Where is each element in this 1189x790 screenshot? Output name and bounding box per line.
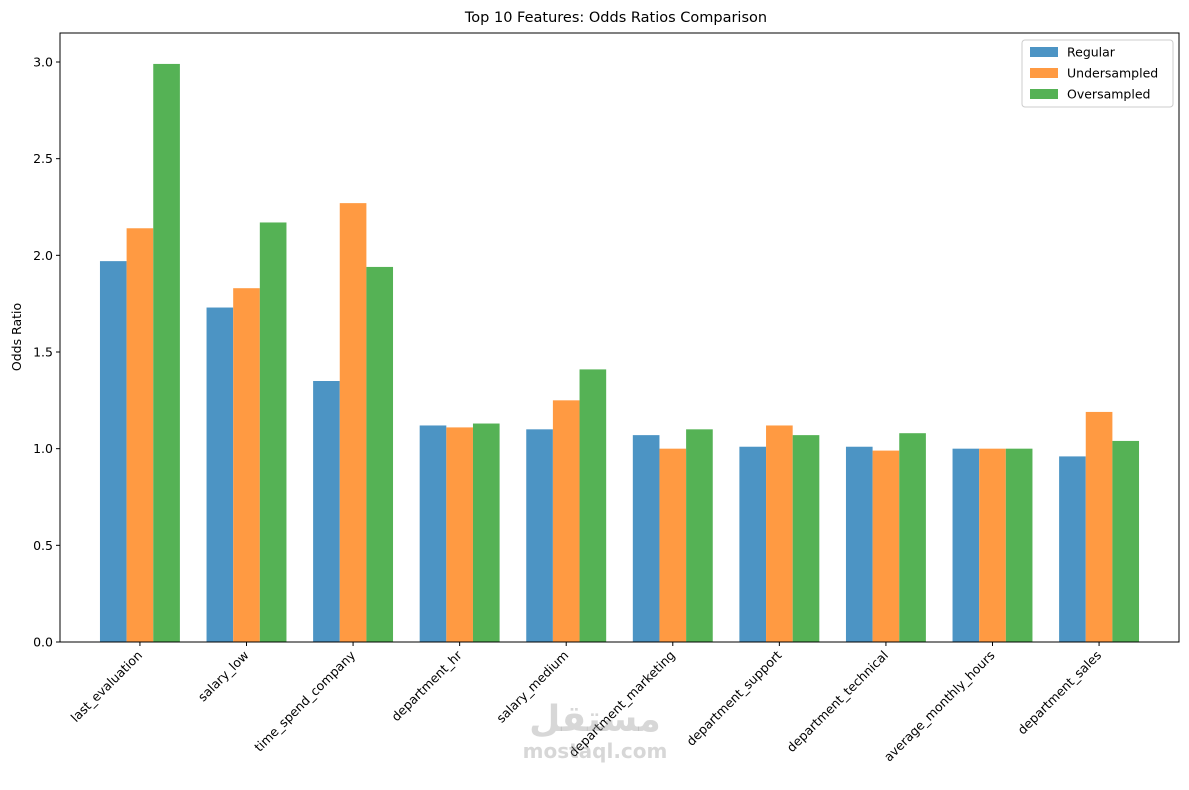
legend-swatch-undersampled bbox=[1030, 68, 1058, 78]
legend-swatch-regular bbox=[1030, 47, 1058, 57]
x-tick-label-department_support: department_support bbox=[683, 647, 784, 748]
x-tick-label-department_hr: department_hr bbox=[388, 647, 465, 724]
bar-oversampled-department_marketing bbox=[686, 429, 713, 642]
x-tick-label-department_technical: department_technical bbox=[784, 648, 891, 755]
bar-undersampled-last_evaluation bbox=[126, 228, 154, 642]
legend-label-regular: Regular bbox=[1067, 45, 1116, 60]
x-tick-label-salary_low: salary_low bbox=[195, 648, 252, 705]
bar-oversampled-time_spend_company bbox=[366, 266, 394, 642]
bar-undersampled-average_monthly_hours bbox=[979, 448, 1006, 642]
legend-swatch-oversampled bbox=[1030, 89, 1058, 99]
x-tick-label-department_marketing: department_marketing bbox=[566, 648, 678, 760]
bars-group bbox=[99, 63, 1140, 643]
bar-oversampled-department_support bbox=[792, 435, 820, 642]
legend-box bbox=[1021, 39, 1174, 108]
bar-undersampled-department_hr bbox=[446, 427, 473, 642]
legend-label-oversampled: Oversampled bbox=[1067, 87, 1150, 102]
bar-regular-department_marketing bbox=[632, 435, 660, 642]
bar-oversampled-average_monthly_hours bbox=[1005, 448, 1033, 642]
bar-regular-department_sales bbox=[1059, 456, 1086, 642]
bar-regular-time_spend_company bbox=[313, 381, 340, 642]
bar-oversampled-last_evaluation bbox=[153, 63, 180, 643]
bar-oversampled-department_technical bbox=[899, 433, 926, 642]
bar-regular-average_monthly_hours bbox=[952, 448, 980, 642]
bar-undersampled-department_technical bbox=[872, 450, 900, 642]
y-tick-label: 2.0 bbox=[33, 248, 53, 263]
bar-regular-last_evaluation bbox=[99, 261, 127, 642]
y-tick-label: 0.0 bbox=[33, 635, 53, 650]
y-tick-label: 1.0 bbox=[33, 441, 53, 456]
x-tick-label-department_sales: department_sales bbox=[1014, 648, 1104, 738]
bar-undersampled-salary_low bbox=[233, 288, 260, 642]
bar-undersampled-department_support bbox=[766, 425, 793, 642]
y-tick-label: 2.5 bbox=[33, 151, 53, 166]
legend-label-undersampled: Undersampled bbox=[1067, 66, 1158, 81]
bar-regular-salary_medium bbox=[526, 429, 553, 642]
bar-regular-department_support bbox=[739, 446, 767, 642]
bar-regular-salary_low bbox=[206, 307, 234, 642]
x-tick-label-average_monthly_hours: average_monthly_hours bbox=[881, 648, 998, 765]
chart-title: Top 10 Features: Odds Ratios Comparison bbox=[464, 10, 767, 26]
bar-regular-department_technical bbox=[845, 446, 873, 642]
x-tick-label-time_spend_company: time_spend_company bbox=[251, 647, 358, 754]
x-ticks: last_evaluation salary_low time_spend_comp… bbox=[68, 642, 1104, 765]
y-axis-label: Odds Ratio bbox=[9, 303, 24, 371]
bar-oversampled-department_hr bbox=[472, 423, 500, 642]
bar-undersampled-department_marketing bbox=[659, 448, 687, 642]
bar-oversampled-salary_low bbox=[259, 222, 287, 642]
legend: Regular Undersampled Oversampled bbox=[1021, 39, 1174, 108]
bar-oversampled-salary_medium bbox=[579, 369, 607, 642]
bar-oversampled-department_sales bbox=[1112, 440, 1140, 642]
bar-undersampled-time_spend_company bbox=[339, 203, 367, 642]
x-tick-label-salary_medium: salary_medium bbox=[493, 648, 571, 726]
y-tick-label: 3.0 bbox=[33, 55, 53, 70]
y-tick-label: 1.5 bbox=[33, 345, 53, 360]
plot-frame bbox=[59, 32, 1180, 643]
y-ticks: 0.0 0.5 1.0 1.5 2.0 2.5 3.0 bbox=[33, 55, 60, 650]
bar-regular-department_hr bbox=[419, 425, 447, 642]
bar-undersampled-department_sales bbox=[1085, 411, 1113, 642]
y-tick-label: 0.5 bbox=[33, 538, 53, 553]
x-tick-label-last_evaluation: last_evaluation bbox=[68, 648, 145, 725]
bar-undersampled-salary_medium bbox=[552, 400, 580, 642]
